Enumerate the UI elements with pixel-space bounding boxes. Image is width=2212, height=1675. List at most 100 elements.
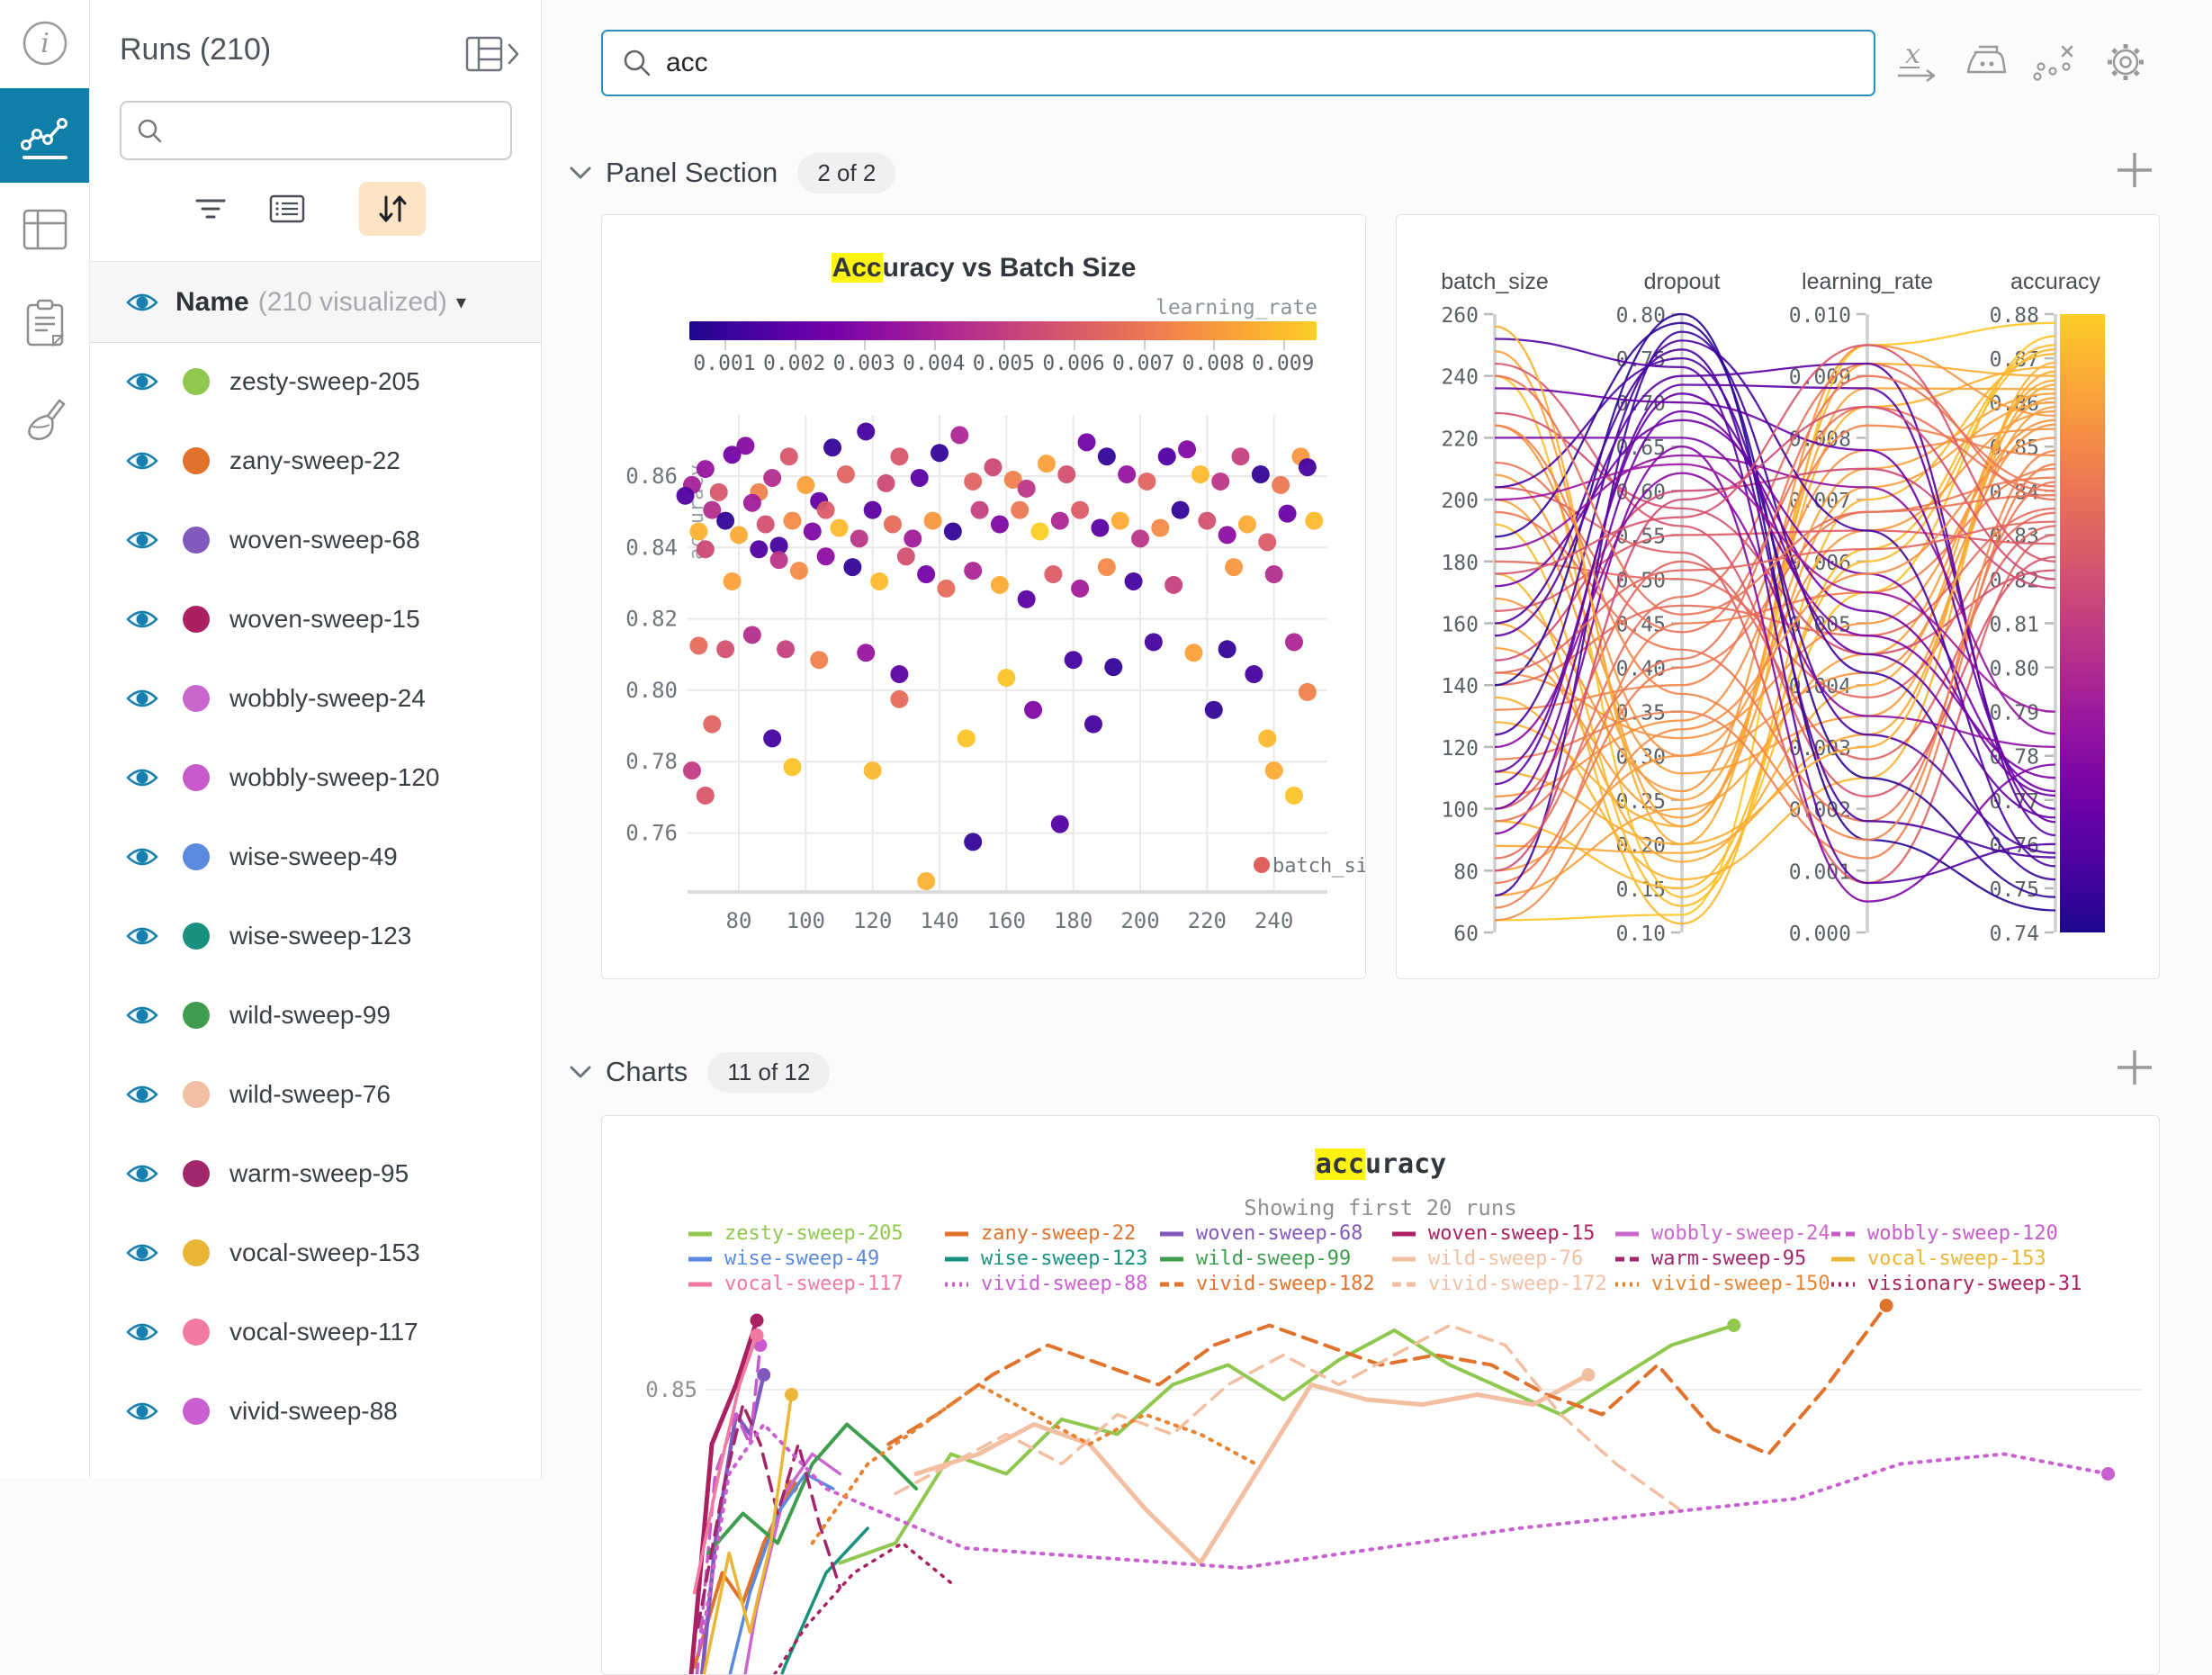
run-name[interactable]: woven-sweep-15	[229, 605, 420, 633]
legend-run-name[interactable]: wise-sweep-49	[724, 1247, 880, 1270]
legend-run-name[interactable]: zesty-sweep-205	[724, 1222, 904, 1245]
run-name[interactable]: zesty-sweep-205	[229, 367, 420, 395]
sort-button[interactable]	[359, 182, 426, 236]
section-title[interactable]: Panel Section	[606, 157, 778, 188]
run-name[interactable]: wobbly-sweep-24	[229, 684, 426, 712]
legend-run-name[interactable]: wild-sweep-99	[1196, 1247, 1352, 1270]
section-title[interactable]: Charts	[606, 1056, 688, 1087]
visibility-eye-icon[interactable]	[125, 1241, 159, 1265]
legend-run-name[interactable]: woven-sweep-68	[1196, 1222, 1363, 1245]
legend-run-name[interactable]: vivid-sweep-88	[981, 1273, 1148, 1295]
parallel-coordinates-plot[interactable]: batch_size 260 240 220 200 180 160 140 120 100 80 6…	[1397, 215, 2159, 978]
legend-run-name[interactable]: wise-sweep-123	[981, 1247, 1148, 1270]
run-list-item[interactable]: wise-sweep-123	[89, 896, 541, 976]
legend-run-name[interactable]: warm-sweep-95	[1651, 1247, 1807, 1270]
legend-run-name[interactable]: wobbly-sweep-120	[1867, 1222, 2058, 1245]
panels-icon[interactable]	[0, 186, 89, 273]
legend-item[interactable]: wild-sweep-76	[1390, 1247, 1583, 1270]
add-panel-button[interactable]	[2112, 148, 2157, 193]
legend-item[interactable]: vivid-sweep-150	[1614, 1273, 1830, 1295]
clipboard-icon[interactable]	[0, 281, 89, 367]
run-list-item[interactable]: wild-sweep-76	[89, 1055, 541, 1134]
run-list-item[interactable]: wise-sweep-49	[89, 817, 541, 896]
run-list-item[interactable]: vocal-sweep-153	[89, 1213, 541, 1292]
legend-run-name[interactable]: visionary-sweep-31	[1867, 1273, 2082, 1295]
accuracy-chart-panel[interactable]: accuracy Showing first 20 runs zesty-swe…	[601, 1115, 2160, 1675]
run-list-item[interactable]: warm-sweep-95	[89, 1134, 541, 1213]
legend-item[interactable]: vocal-sweep-153	[1830, 1247, 2046, 1270]
filter-button[interactable]	[177, 182, 244, 236]
run-name[interactable]: vocal-sweep-153	[229, 1238, 420, 1266]
legend-item[interactable]: zesty-sweep-205	[687, 1222, 904, 1245]
legend-item[interactable]: wobbly-sweep-24	[1614, 1222, 1830, 1245]
add-chart-button[interactable]	[2112, 1045, 2157, 1090]
legend-run-name[interactable]: vocal-sweep-117	[724, 1273, 904, 1295]
visibility-eye-icon[interactable]	[125, 370, 159, 393]
run-name[interactable]: wise-sweep-123	[229, 922, 412, 950]
visibility-eye-icon[interactable]	[125, 1162, 159, 1185]
legend-item[interactable]: vocal-sweep-117	[687, 1273, 904, 1295]
run-name[interactable]: vivid-sweep-88	[229, 1397, 398, 1425]
run-name[interactable]: warm-sweep-95	[229, 1159, 409, 1187]
run-name[interactable]: woven-sweep-68	[229, 526, 420, 554]
visibility-eye-icon[interactable]	[125, 1400, 159, 1423]
legend-item[interactable]: wise-sweep-49	[687, 1247, 879, 1270]
legend-item[interactable]: wobbly-sweep-120	[1830, 1222, 2058, 1245]
visibility-eye-icon[interactable]	[125, 608, 159, 631]
broom-icon[interactable]	[0, 374, 89, 461]
run-name[interactable]: wild-sweep-99	[229, 1001, 391, 1029]
legend-item[interactable]: wild-sweep-99	[1158, 1247, 1351, 1270]
legend-run-name[interactable]: vivid-sweep-150	[1651, 1273, 1830, 1295]
legend-run-name[interactable]: wobbly-sweep-24	[1651, 1222, 1830, 1245]
panel-search-input[interactable]	[664, 47, 1874, 79]
run-list-item[interactable]: vivid-sweep-88	[89, 1372, 541, 1451]
visibility-eye-icon[interactable]	[125, 845, 159, 869]
run-list-item[interactable]: wobbly-sweep-24	[89, 659, 541, 738]
runs-search-input[interactable]	[174, 115, 510, 146]
iron-smoothing-icon[interactable]	[1963, 40, 2011, 85]
legend-item[interactable]: wise-sweep-123	[943, 1247, 1147, 1270]
gear-icon[interactable]	[2101, 38, 2150, 83]
legend-run-name[interactable]: vivid-sweep-182	[1196, 1273, 1375, 1295]
legend-item[interactable]: zany-sweep-22	[943, 1222, 1136, 1245]
accuracy-line-chart[interactable]	[602, 1116, 2159, 1674]
run-list-item[interactable]: woven-sweep-68	[89, 500, 541, 580]
run-list-item[interactable]: woven-sweep-15	[89, 580, 541, 659]
legend-item[interactable]: woven-sweep-68	[1158, 1222, 1362, 1245]
legend-item[interactable]: vivid-sweep-88	[943, 1273, 1147, 1295]
legend-item[interactable]: vivid-sweep-182	[1158, 1273, 1375, 1295]
run-list-item[interactable]: wild-sweep-99	[89, 976, 541, 1055]
visibility-eye-icon[interactable]	[125, 291, 159, 314]
parallel-coordinates-panel[interactable]: batch_size 260 240 220 200 180 160 140 120 100 80 6…	[1396, 214, 2160, 979]
visibility-eye-icon[interactable]	[125, 1320, 159, 1344]
legend-item[interactable]: woven-sweep-15	[1390, 1222, 1595, 1245]
visibility-eye-icon[interactable]	[125, 449, 159, 473]
legend-run-name[interactable]: vivid-sweep-172	[1428, 1273, 1607, 1295]
run-name[interactable]: zany-sweep-22	[229, 446, 400, 474]
run-name[interactable]: wild-sweep-76	[229, 1080, 391, 1108]
run-name[interactable]: wise-sweep-49	[229, 842, 398, 870]
run-name[interactable]: vocal-sweep-117	[229, 1318, 418, 1346]
run-name[interactable]: wobbly-sweep-120	[229, 763, 440, 791]
visibility-eye-icon[interactable]	[125, 687, 159, 710]
visibility-eye-icon[interactable]	[125, 1004, 159, 1027]
outliers-icon[interactable]	[2030, 40, 2079, 85]
info-icon[interactable]: i	[0, 0, 89, 86]
chevron-down-icon[interactable]: ▾	[455, 290, 466, 313]
chevron-down-icon[interactable]	[568, 165, 593, 181]
line-chart-icon[interactable]	[0, 88, 89, 183]
list-view-button[interactable]	[254, 182, 320, 236]
run-list-item[interactable]: zany-sweep-22	[89, 421, 541, 500]
visibility-eye-icon[interactable]	[125, 528, 159, 552]
legend-item[interactable]: warm-sweep-95	[1614, 1247, 1806, 1270]
visibility-eye-icon[interactable]	[125, 924, 159, 948]
scatter-plot[interactable]: 0.86 0.84 0.82 0.80 0.78 0.76 80 100 120 140 160 18…	[602, 215, 1365, 978]
legend-run-name[interactable]: vocal-sweep-153	[1867, 1247, 2046, 1270]
runs-column-header[interactable]: Name (210 visualized) ▾	[89, 262, 541, 343]
scatter-panel[interactable]: Accuracy vs Batch Size learning_rate 0.8…	[601, 214, 1366, 979]
legend-run-name[interactable]: wild-sweep-76	[1428, 1247, 1584, 1270]
legend-item[interactable]: visionary-sweep-31	[1830, 1273, 2082, 1295]
visibility-eye-icon[interactable]	[125, 766, 159, 789]
legend-run-name[interactable]: zany-sweep-22	[981, 1222, 1137, 1245]
x-axis-icon[interactable]: x	[1893, 40, 1941, 85]
